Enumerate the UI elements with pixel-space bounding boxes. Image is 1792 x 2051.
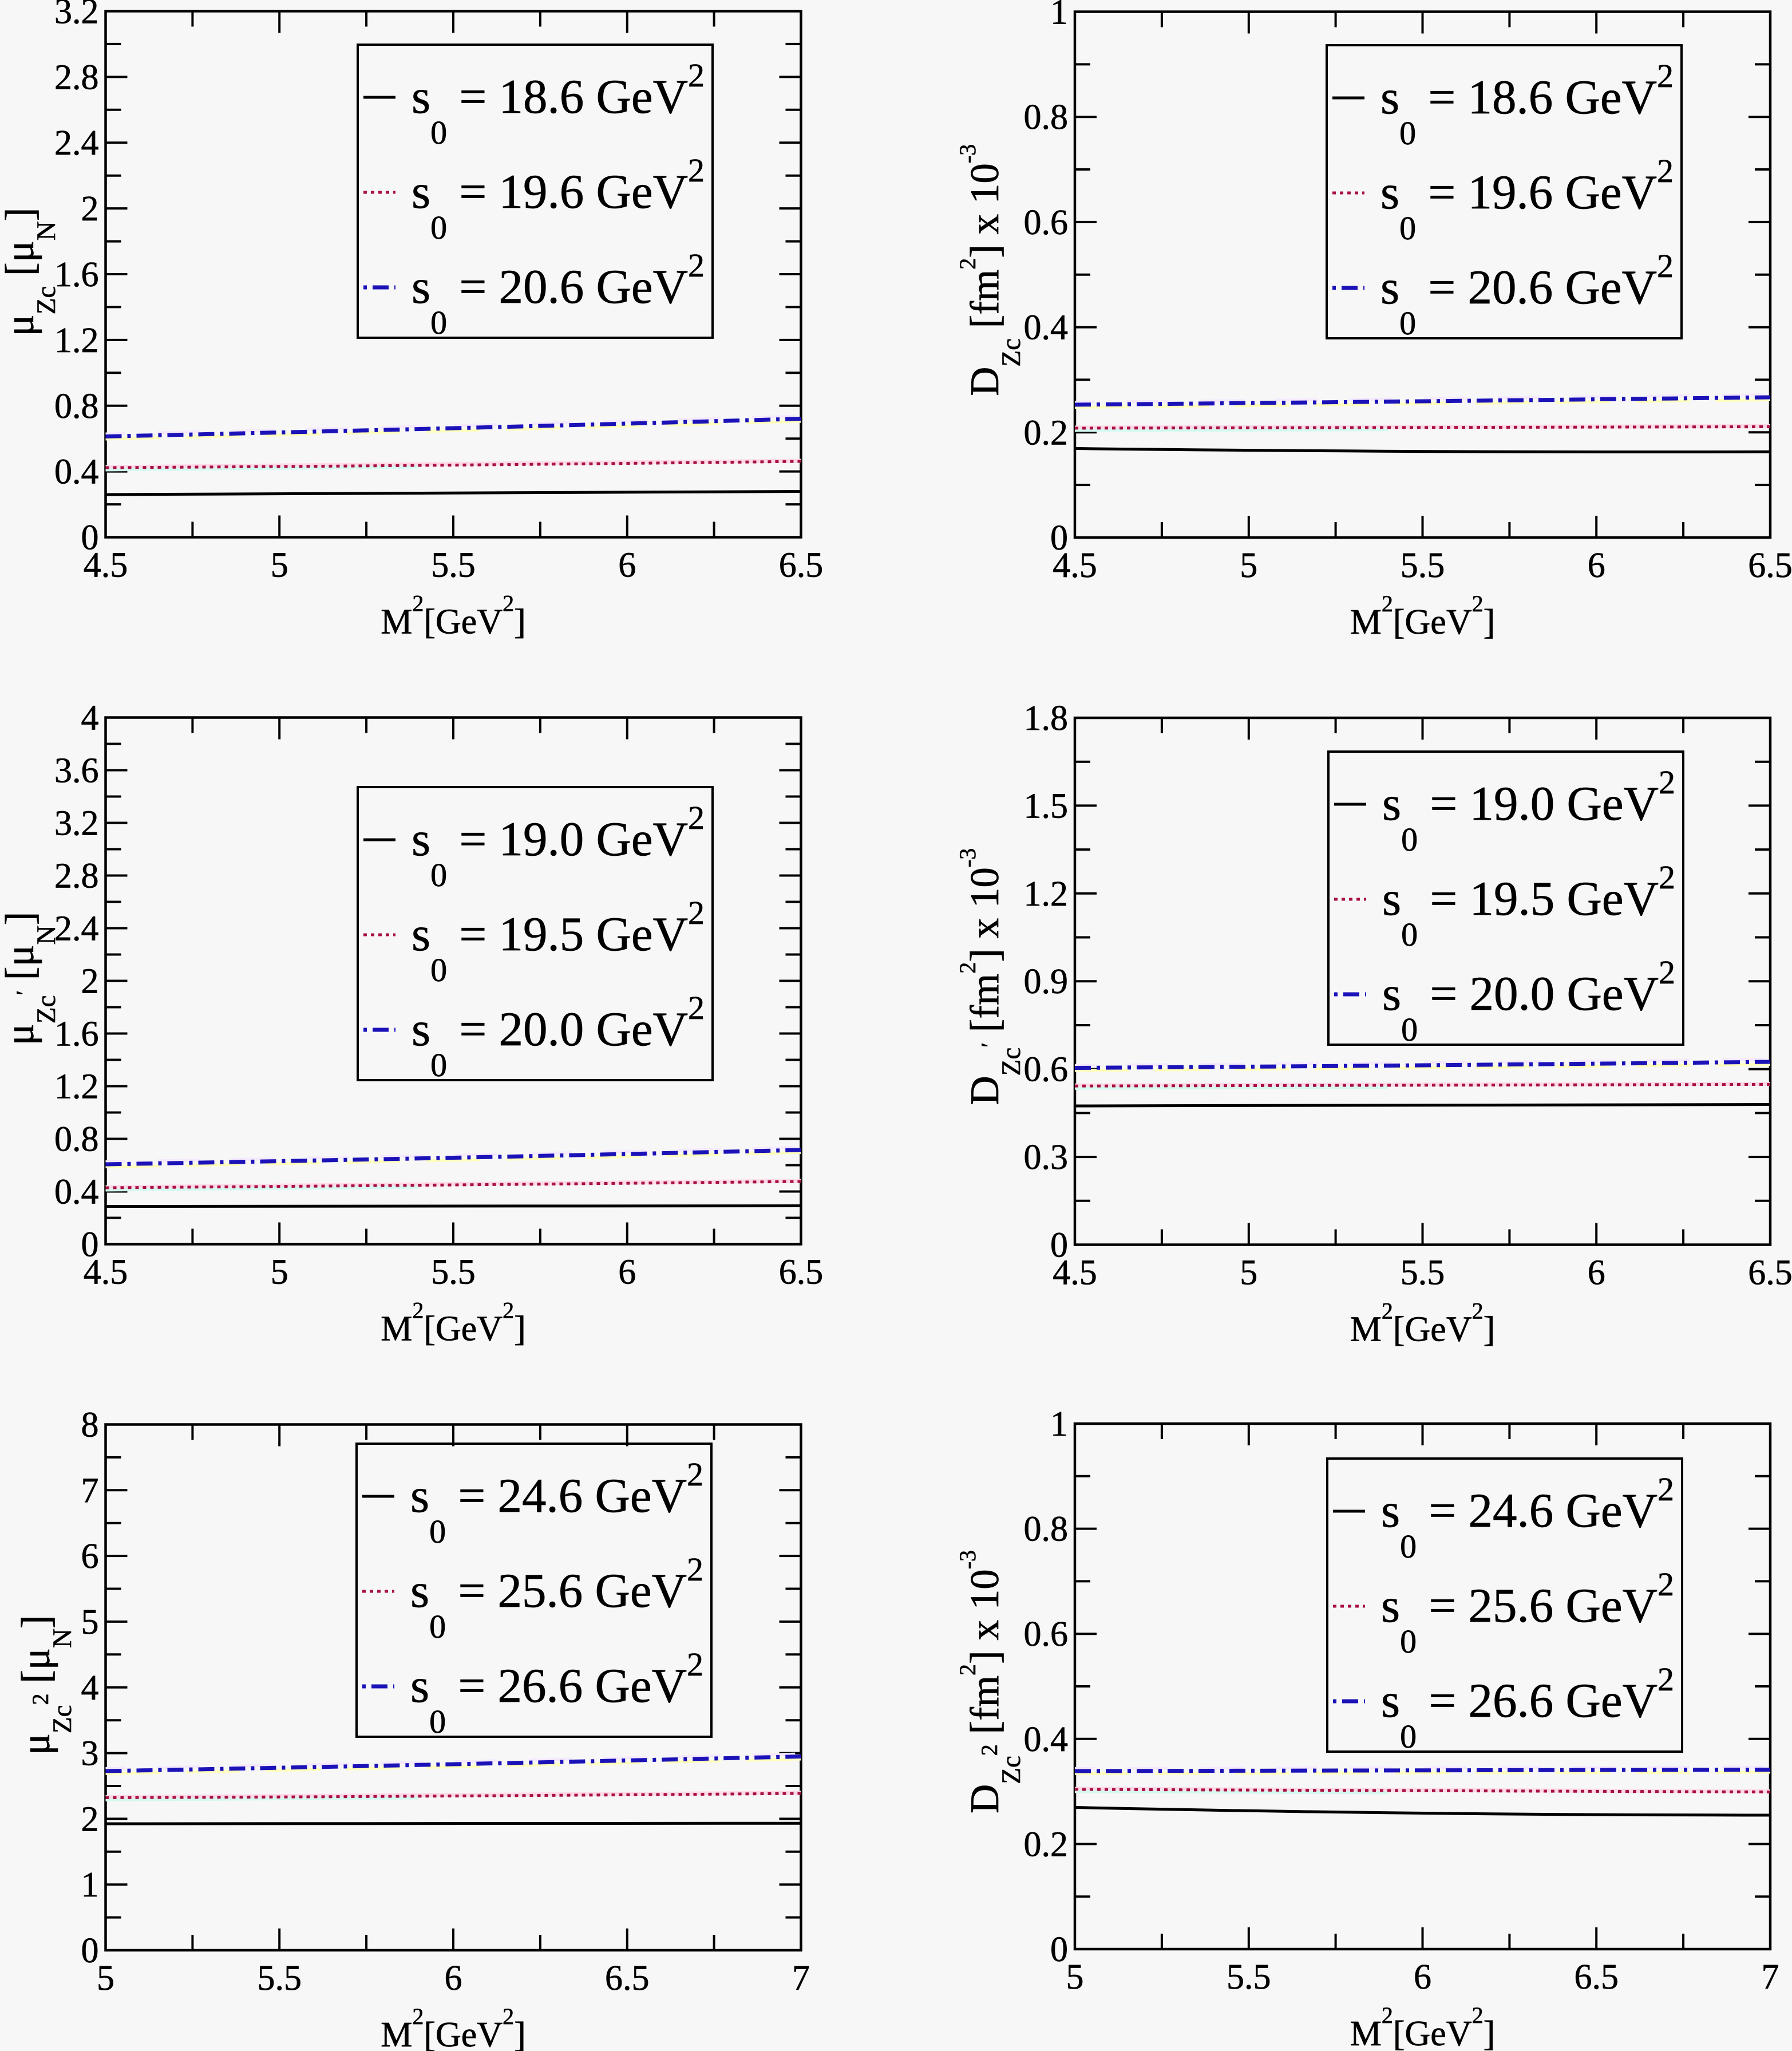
svg-text:0.4: 0.4: [54, 453, 99, 492]
svg-text:4.5: 4.5: [84, 1253, 128, 1292]
svg-text:0.6: 0.6: [1024, 203, 1069, 242]
svg-text:1.2: 1.2: [54, 321, 99, 360]
svg-text:6.5: 6.5: [1748, 1254, 1792, 1293]
svg-text:0.9: 0.9: [1024, 962, 1069, 1001]
svg-text:6: 6: [1414, 1958, 1431, 1997]
svg-text:0: 0: [1050, 1226, 1068, 1265]
svg-text:5.5: 5.5: [431, 1253, 476, 1292]
svg-text:6.5: 6.5: [1748, 546, 1792, 585]
svg-text:0.8: 0.8: [54, 1120, 99, 1159]
svg-text:2: 2: [81, 962, 99, 1001]
svg-text:6: 6: [618, 1253, 636, 1292]
svg-text:0.4: 0.4: [1024, 309, 1069, 347]
svg-text:1.6: 1.6: [54, 1015, 99, 1054]
svg-text:3.6: 3.6: [54, 752, 99, 791]
svg-text:1.2: 1.2: [1024, 875, 1069, 914]
svg-text:1.6: 1.6: [54, 255, 99, 294]
svg-text:5.5: 5.5: [431, 546, 476, 585]
svg-text:1: 1: [81, 1866, 99, 1904]
svg-text:4.5: 4.5: [1053, 1254, 1097, 1293]
svg-text:3.2: 3.2: [54, 0, 99, 31]
svg-text:6.5: 6.5: [605, 1959, 650, 1998]
svg-text:6.5: 6.5: [779, 546, 824, 585]
svg-text:2.8: 2.8: [54, 58, 99, 97]
svg-text:5: 5: [271, 1253, 288, 1292]
svg-text:1.8: 1.8: [1024, 699, 1069, 738]
svg-text:0.8: 0.8: [1024, 98, 1069, 137]
svg-text:0: 0: [81, 519, 99, 558]
svg-text:2.4: 2.4: [54, 910, 99, 949]
svg-text:5.5: 5.5: [1401, 546, 1445, 585]
svg-text:0.8: 0.8: [1024, 1510, 1069, 1549]
svg-text:2.8: 2.8: [54, 857, 99, 896]
svg-text:4.5: 4.5: [1053, 546, 1097, 585]
svg-text:4: 4: [81, 1669, 99, 1708]
svg-text:6: 6: [81, 1537, 99, 1576]
svg-text:0.3: 0.3: [1024, 1138, 1069, 1177]
svg-text:0.2: 0.2: [1024, 413, 1069, 452]
svg-text:5: 5: [1240, 1254, 1257, 1293]
svg-text:5.5: 5.5: [1227, 1958, 1271, 1997]
svg-text:5.5: 5.5: [257, 1959, 302, 1998]
svg-text:6: 6: [618, 546, 636, 585]
svg-text:0: 0: [81, 1931, 99, 1970]
svg-text:7: 7: [1762, 1958, 1779, 1997]
svg-text:s0 = 24.6 GeV2: s0 = 24.6 GeV2: [1381, 1471, 1674, 1565]
svg-text:5: 5: [1066, 1958, 1084, 1997]
svg-text:0.2: 0.2: [1024, 1825, 1069, 1864]
svg-text:5: 5: [1240, 546, 1257, 585]
svg-text:6: 6: [1588, 546, 1605, 585]
svg-text:3: 3: [81, 1734, 99, 1773]
svg-text:0.4: 0.4: [54, 1173, 99, 1212]
svg-text:2: 2: [81, 1800, 99, 1839]
svg-text:6: 6: [445, 1959, 462, 1998]
svg-text:0.4: 0.4: [1024, 1720, 1069, 1759]
svg-text:6.5: 6.5: [1574, 1958, 1619, 1997]
svg-text:2.4: 2.4: [54, 124, 99, 163]
svg-text:8: 8: [81, 1406, 99, 1445]
svg-text:1.2: 1.2: [54, 1068, 99, 1106]
svg-text:0: 0: [1050, 1930, 1068, 1969]
svg-text:0.6: 0.6: [1024, 1050, 1069, 1089]
svg-text:5: 5: [97, 1959, 114, 1998]
svg-text:4: 4: [81, 699, 99, 738]
svg-text:0: 0: [81, 1226, 99, 1264]
svg-text:0: 0: [1050, 519, 1068, 558]
svg-text:7: 7: [792, 1959, 810, 1998]
svg-text:5: 5: [81, 1603, 99, 1642]
svg-text:6.5: 6.5: [779, 1253, 824, 1292]
svg-text:3.2: 3.2: [54, 804, 99, 843]
svg-text:7: 7: [81, 1471, 99, 1510]
svg-text:2: 2: [81, 189, 99, 228]
svg-text:4.5: 4.5: [84, 546, 128, 585]
svg-text:1: 1: [1050, 1405, 1068, 1444]
svg-text:0.8: 0.8: [54, 387, 99, 426]
svg-text:1: 1: [1050, 0, 1068, 32]
svg-text:5.5: 5.5: [1401, 1254, 1445, 1293]
svg-text:1.5: 1.5: [1024, 787, 1069, 825]
svg-text:5: 5: [271, 546, 288, 585]
svg-text:6: 6: [1588, 1254, 1605, 1293]
svg-text:0.6: 0.6: [1024, 1615, 1069, 1654]
